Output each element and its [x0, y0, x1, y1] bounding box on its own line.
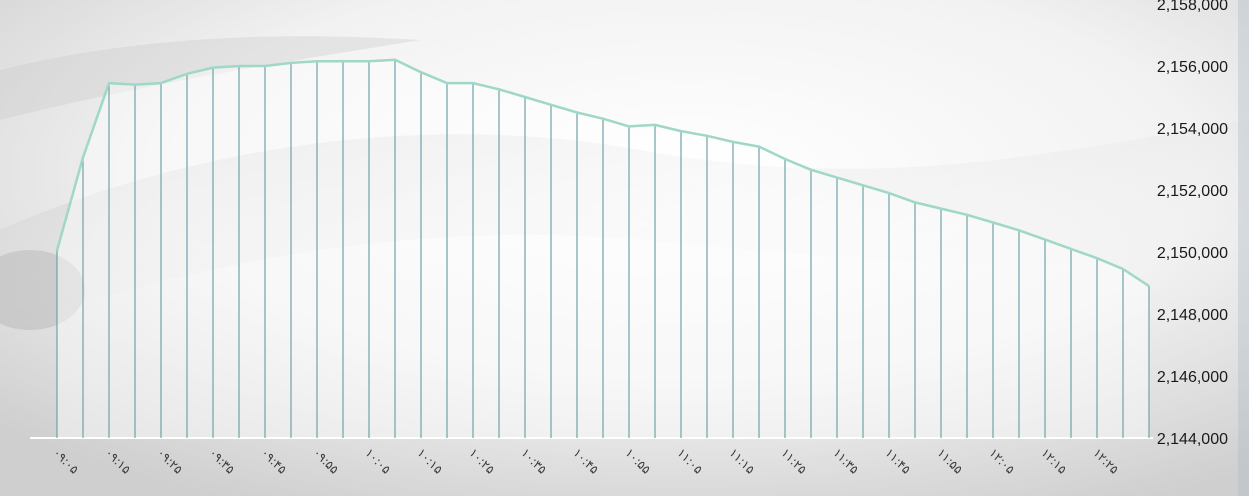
y-tick-label: 2,150,000: [1157, 245, 1228, 262]
y-tick-label: 2,146,000: [1157, 369, 1228, 386]
y-tick-label: 2,144,000: [1157, 431, 1228, 448]
y-tick-label: 2,148,000: [1157, 307, 1228, 324]
series-line: [55, 58, 1150, 288]
y-tick-label: 2,158,000: [1157, 0, 1228, 14]
y-tick-label: 2,152,000: [1157, 183, 1228, 200]
y-tick-label: 2,156,000: [1157, 59, 1228, 76]
y-tick-label: 2,154,000: [1157, 121, 1228, 138]
